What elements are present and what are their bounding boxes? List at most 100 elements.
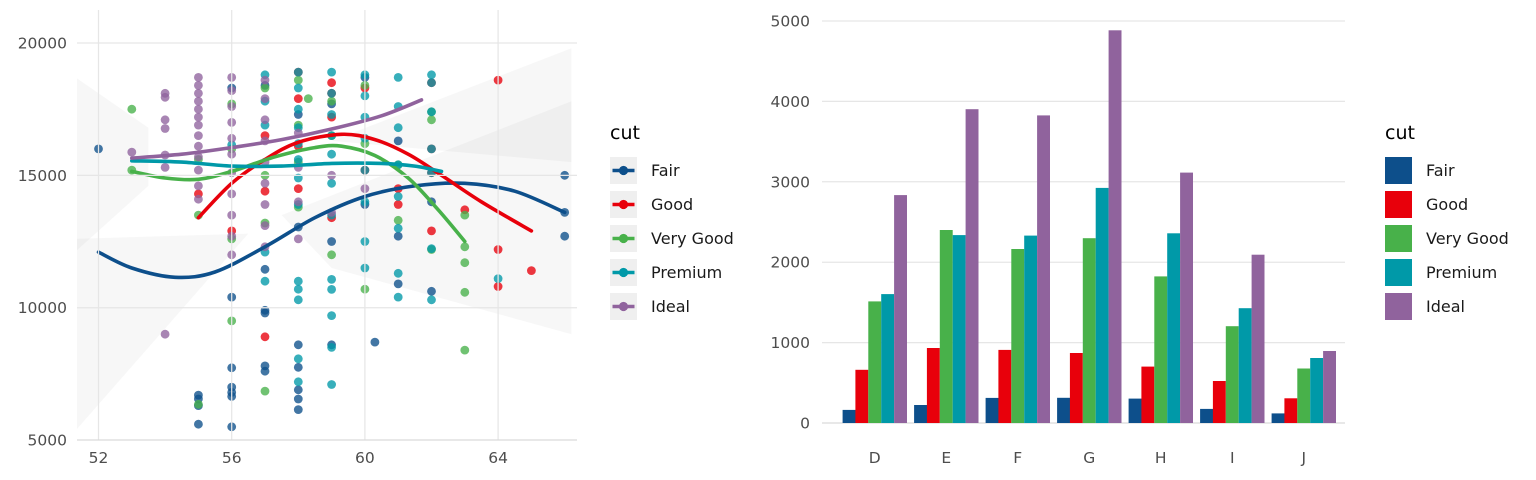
y-axis-tick-label: 4000 [771,93,810,111]
bar [1323,351,1336,423]
scatter-point [194,131,203,141]
scatter-point [260,200,270,209]
scatter-point [393,223,403,233]
bar [1284,398,1298,423]
scatter-point [293,340,303,350]
smooth-line-fair [96,181,567,280]
bar [1011,249,1025,423]
bar-series-fair [842,397,1285,423]
scatter-point [127,104,137,114]
scatter-point [160,163,170,172]
legend-entry-very-good: Very Good [610,225,734,252]
legend-entry-ideal: Ideal [610,293,734,320]
legend-title: cut [1385,122,1415,144]
scatter-clip-group [94,67,570,432]
bar [998,349,1012,423]
legend-label: Good [1426,195,1469,214]
scatter-point [427,226,436,236]
x-axis-tick-label: 60 [355,449,375,467]
bar [855,369,869,423]
scatter-point [370,337,380,347]
legend-key-glyph [612,233,635,244]
legend-label: Premium [651,263,723,282]
scatter-point [260,386,270,396]
legend-key-swatch [1385,293,1412,320]
legend-dot [618,165,629,176]
legend-label: Premium [1426,263,1498,282]
bar [952,235,966,423]
x-axis-tick-label: E [941,449,951,467]
scatter-point [293,362,303,372]
x-axis-tick-label: 52 [89,449,109,467]
scatter-point [160,329,170,339]
y-axis-tick-label: 10000 [18,299,67,317]
scatter-point [194,81,203,90]
scatter-point [293,284,303,294]
scatter-point [194,73,203,82]
y-axis-tick-label: 0 [800,415,810,433]
x-axis-tick-label: F [1013,449,1022,467]
scatter-point [160,92,170,102]
bar [1271,413,1285,423]
scatter-point [293,83,303,93]
scatter-point [327,343,336,352]
scatter-point [427,78,436,88]
legend-label: Good [651,195,694,214]
scatter-point [460,210,470,220]
legend-dot [618,199,629,210]
y-axis-tick-label: 1000 [771,334,810,352]
y-axis-tick-label: 3000 [771,173,810,191]
bar [1037,115,1050,424]
scatter-point [194,399,203,409]
scatter-point [427,295,436,305]
smooth-line-very-good [130,143,467,244]
legend-key-glyph [612,267,635,278]
scatter-point [194,152,203,162]
scatter-point [393,73,403,82]
scatter-legend: cut Fair Good Very Good Premium Ideal [610,122,734,327]
bar [894,195,907,423]
scatter-point [427,115,436,125]
bar [1069,353,1083,423]
legend-key-line-dot [610,259,637,286]
legend-key-line-dot [610,191,637,218]
scatter-point [293,94,303,103]
scatter-point [393,292,403,302]
scatter-point [160,115,170,125]
scatter-point [260,308,270,318]
scatter-point [327,67,336,77]
scatter-point [327,96,336,106]
bar-legend: cut Fair Good Very Good Premium Ideal [1385,122,1509,327]
scatter-point [293,377,303,387]
scatter-point [460,242,470,252]
scatter-point [260,186,270,196]
legend-entries: Fair Good Very Good Premium Ideal [610,157,734,320]
bar [1128,398,1142,423]
x-axis-tick-label: 56 [222,449,242,467]
y-axis-tick-label: 20000 [18,35,67,53]
scatter-point [260,178,270,188]
bar [1141,366,1155,423]
bar [1200,408,1213,423]
scatter-series-ideal [127,73,370,339]
scatter-point [194,419,203,429]
scatter-point [293,234,303,244]
scatter-point [393,231,403,241]
scatter-point [194,141,203,151]
scatter-point [127,147,137,157]
legend-dot [618,301,629,312]
bar-panel: 0 1000 2000 3000 4000 5000 D E F G H I J [771,13,1345,467]
scatter-point [393,279,403,289]
scatter-point [293,155,303,164]
legend-entry-good: Good [610,191,734,218]
bar [1310,358,1324,423]
bar [1251,254,1265,423]
bar-series-very-good [868,230,1311,423]
bar [1297,368,1311,423]
scatter-point [293,394,303,404]
legend-key-swatch [1385,157,1412,184]
scatter-point [393,268,403,278]
scatter-point [260,332,270,342]
scatter-point [293,75,303,85]
